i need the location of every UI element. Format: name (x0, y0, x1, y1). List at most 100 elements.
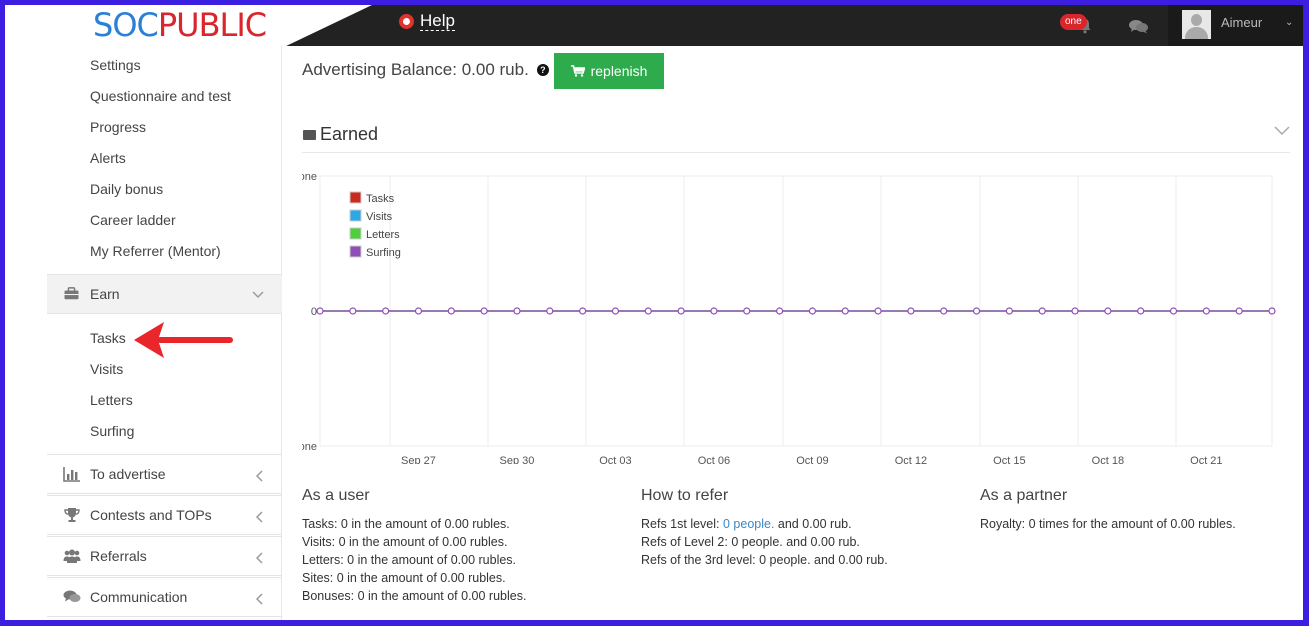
sidebar-item-questionnaire[interactable]: Questionnaire and test (90, 88, 231, 104)
shopping-cart-icon (570, 65, 585, 77)
stats-partner-line: Royalty: 0 times for the amount of 0.00 … (980, 517, 1236, 531)
comments-icon (63, 590, 81, 602)
advertising-balance: Advertising Balance: 0.00 rub. ? (302, 60, 549, 80)
chevron-down-icon (252, 291, 264, 299)
chart-point (710, 307, 718, 315)
stats-refer-line: Refs of the 3rd level: 0 people. and 0.0… (641, 553, 888, 567)
chart-point (1005, 307, 1013, 315)
sidebar-section-to-advertise[interactable]: To advertise (47, 454, 282, 494)
sidebar-section-label: Earn (90, 286, 120, 302)
sidebar-item-settings[interactable]: Settings (90, 57, 141, 73)
sidebar-item-surfing[interactable]: Surfing (90, 423, 135, 439)
chart-legend-swatch (349, 191, 362, 204)
chevron-left-icon (256, 511, 263, 523)
chart-legend-swatch (349, 245, 362, 258)
stats-user-line: Letters: 0 in the amount of 0.00 rubles. (302, 553, 517, 567)
sidebar-item-tasks[interactable]: Tasks (90, 330, 126, 346)
question-circle-icon[interactable]: ? (536, 64, 549, 76)
chat-icon[interactable] (1129, 19, 1149, 34)
sidebar-item-visits[interactable]: Visits (90, 361, 124, 377)
stats-refer-suffix: and 0.00 rub. (774, 517, 852, 531)
chevron-down-icon[interactable] (1274, 126, 1290, 136)
chart-y-tick-label: 0 (311, 306, 317, 318)
chart-point (907, 307, 915, 315)
logo-part-soc: SOC (93, 6, 159, 44)
chart-x-tick-label: Oct 06 (698, 455, 730, 464)
earned-panel-header[interactable]: Earned (302, 122, 1290, 153)
chart-legend-swatch (349, 209, 362, 222)
chevron-left-icon (256, 470, 263, 482)
sidebar-section-contests[interactable]: Contests and TOPs (47, 495, 282, 535)
replenish-button[interactable]: replenish (554, 53, 664, 89)
sidebar-item-my-referrer[interactable]: My Referrer (Mentor) (90, 243, 221, 259)
chart-point (1169, 307, 1178, 315)
chart-x-tick-label: Sep 30 (500, 455, 535, 464)
chart-point (874, 307, 882, 315)
stats-user-line: Visits: 0 in the amount of 0.00 rubles. (302, 535, 508, 549)
briefcase-icon (303, 130, 316, 140)
sidebar-section-label: Referrals (90, 548, 147, 564)
briefcase-icon (64, 287, 79, 300)
chart-point (841, 307, 849, 315)
chart-point (1235, 307, 1243, 315)
chart-point (1038, 307, 1046, 315)
sidebar: Settings Questionnaire and test Progress… (47, 46, 282, 620)
username: Aimeur (1221, 15, 1263, 30)
logo-slant (282, 5, 372, 48)
sidebar-item-daily-bonus[interactable]: Daily bonus (90, 181, 164, 197)
users-icon (63, 549, 81, 563)
chart-x-tick-label: Oct 12 (895, 455, 927, 464)
chart-point (1202, 307, 1210, 315)
logo-part-public: PUBLIC (157, 6, 267, 44)
chart-legend-label: Letters (366, 229, 400, 241)
stats-partner-title: As a partner (980, 487, 1068, 504)
notification-badge: one (1060, 14, 1087, 30)
stats-refer-title: How to refer (641, 487, 729, 504)
chevron-left-icon (256, 552, 263, 564)
chart-x-tick-label: Oct 15 (993, 455, 1025, 464)
earned-chart: one 0 -one Sep 27 Sep 30 Oct 03 Oct 06 Oct 09 Oc… (302, 171, 1276, 464)
sidebar-item-letters[interactable]: Letters (90, 392, 133, 408)
socpublic-logo[interactable]: SOCPUBLIC (93, 5, 267, 45)
logo-area (47, 5, 282, 48)
chart-x-tick-label: Oct 21 (1190, 455, 1222, 464)
balance-text: Advertising Balance: 0.00 rub. (302, 60, 529, 79)
stats-user-title: As a user (302, 487, 370, 504)
stats-user-line: Bonuses: 0 in the amount of 0.00 rubles. (302, 589, 527, 603)
red-arrow-annotation (134, 322, 233, 358)
chart-point (677, 307, 685, 315)
chart-point (316, 307, 324, 315)
chart-y-tick-label: -one (302, 441, 317, 453)
chart-legend-label: Tasks (366, 193, 395, 205)
chart-point (1071, 307, 1079, 315)
sidebar-section-label: To advertise (90, 466, 166, 482)
chart-point (611, 307, 620, 315)
sidebar-section-communication[interactable]: Communication (47, 577, 282, 617)
sidebar-section-label: Contests and TOPs (90, 507, 212, 523)
stats-refer-line: Refs 1st level: 0 people. and 0.00 rub. (641, 515, 961, 533)
chart-point (743, 307, 751, 315)
chart-point (513, 307, 521, 315)
sidebar-section-label: Communication (90, 589, 188, 605)
top-navbar: SOCPUBLIC Help one Aimeur ⌄ (47, 5, 1303, 48)
sidebar-section-referrals[interactable]: Referrals (47, 536, 282, 576)
stats-user-line: Tasks: 0 in the amount of 0.00 rubles. (302, 517, 510, 531)
sidebar-item-career-ladder[interactable]: Career ladder (90, 212, 176, 228)
chart-point (644, 307, 652, 315)
sidebar-item-progress[interactable]: Progress (90, 119, 147, 135)
chart-point (972, 307, 981, 315)
help-link[interactable]: Help (399, 12, 455, 31)
earned-title: Earned (320, 124, 379, 144)
chart-x-tick-label: Sep 27 (401, 455, 436, 464)
sidebar-section-earn[interactable]: Earn (47, 274, 282, 314)
chart-point (480, 307, 488, 315)
chart-point (349, 307, 357, 315)
chart-y-tick-label: one (302, 171, 317, 183)
stats-refer-line: Refs of Level 2: 0 people. and 0.00 rub. (641, 535, 860, 549)
chart-point (775, 307, 784, 315)
stats-refer-prefix: Refs 1st level: (641, 517, 723, 531)
chart-legend-swatch (349, 227, 362, 240)
user-menu[interactable]: Aimeur ⌄ (1168, 5, 1303, 46)
sidebar-item-alerts[interactable]: Alerts (90, 150, 126, 166)
refs-level1-link[interactable]: 0 people. (722, 517, 775, 531)
